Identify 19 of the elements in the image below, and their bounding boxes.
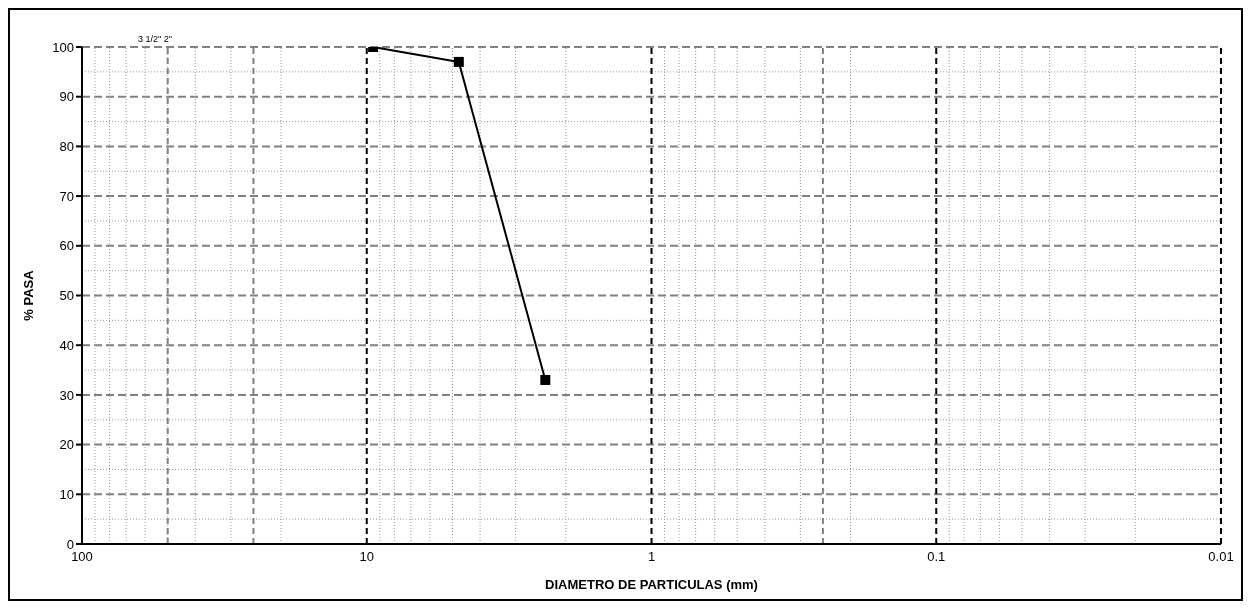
y-tick-label: 50: [59, 288, 74, 304]
x-tick-label: 0.1: [927, 549, 946, 565]
y-axis-title: % PASA: [20, 269, 36, 321]
x-axis-title: DIAMETRO DE PARTICULAS (mm): [545, 577, 758, 592]
y-tick-label: 10: [59, 486, 74, 502]
x-tick-label: 0.01: [1208, 549, 1234, 565]
x-tick-label: 10: [359, 549, 374, 565]
y-tick-label: 100: [52, 39, 74, 55]
text: 3 1/2" 2": [138, 34, 172, 44]
y-tick-label: 40: [59, 337, 74, 353]
y-tick-label: 90: [59, 89, 74, 105]
y-tick-label: 80: [59, 139, 74, 155]
y-tick-label: 30: [59, 387, 74, 403]
x-tick-label: 100: [71, 549, 93, 565]
y-tick-label: 70: [59, 188, 74, 204]
y-tick-label: 20: [59, 437, 74, 453]
y-tick-label: 0: [66, 536, 74, 552]
y-tick-label: 60: [59, 238, 74, 254]
x-tick-label: 1: [647, 549, 656, 565]
